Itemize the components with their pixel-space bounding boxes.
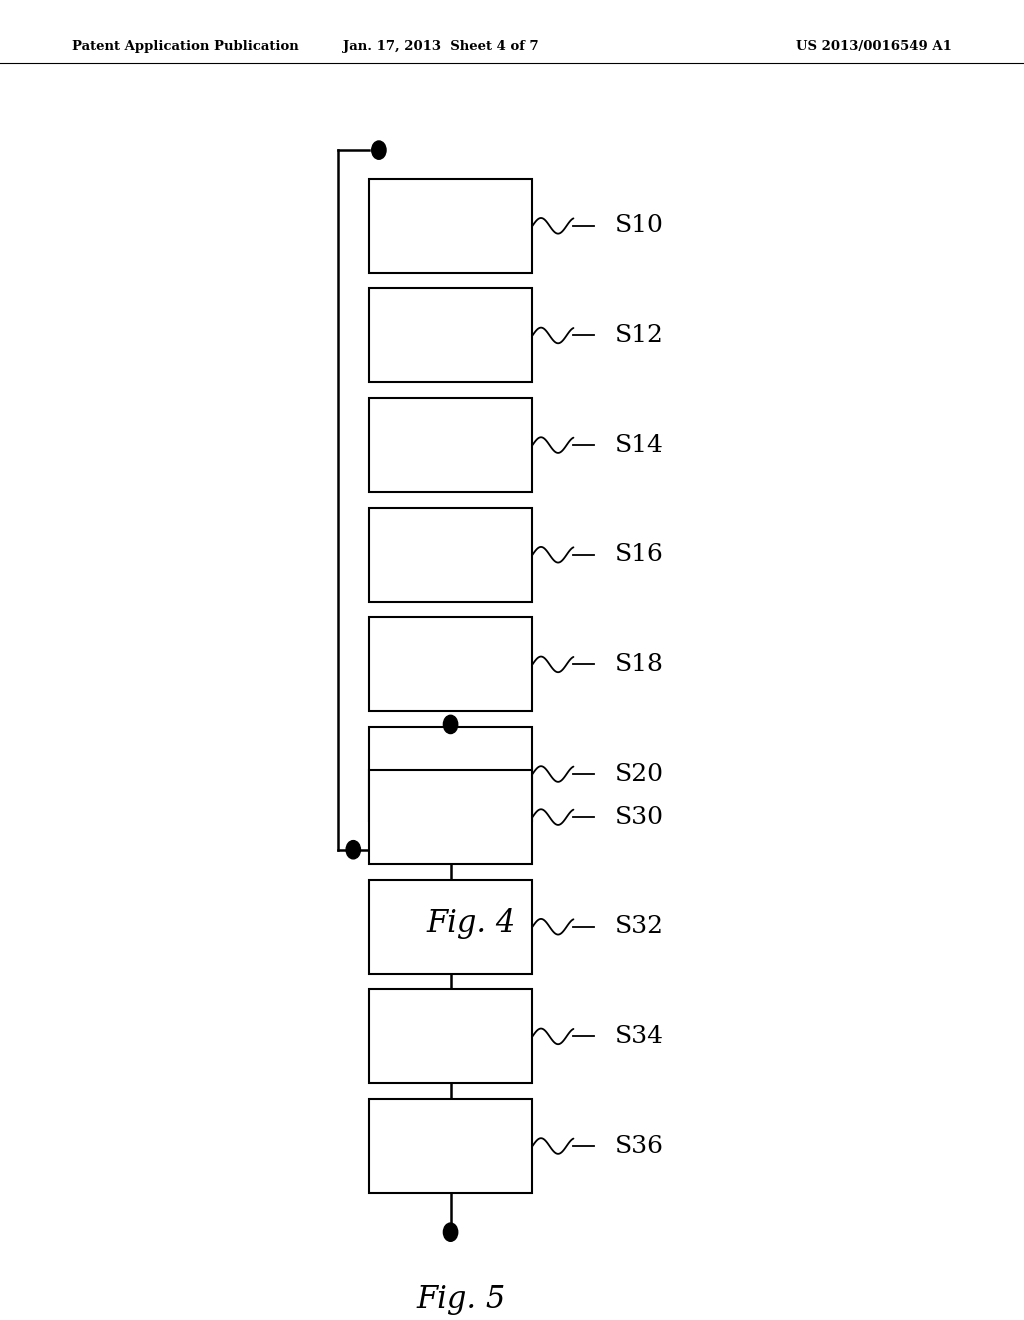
Text: S18: S18 xyxy=(614,653,664,676)
Bar xyxy=(369,990,532,1084)
Text: S30: S30 xyxy=(614,805,664,829)
Bar xyxy=(369,770,532,865)
Bar xyxy=(369,1100,532,1193)
Circle shape xyxy=(372,141,386,160)
Bar xyxy=(369,618,532,711)
Text: S14: S14 xyxy=(614,433,664,457)
Text: S12: S12 xyxy=(614,323,664,347)
Text: S10: S10 xyxy=(614,214,664,238)
Text: Patent Application Publication: Patent Application Publication xyxy=(72,41,298,54)
Text: S16: S16 xyxy=(614,544,664,566)
Text: S32: S32 xyxy=(614,915,664,939)
Text: US 2013/0016549 A1: US 2013/0016549 A1 xyxy=(797,41,952,54)
Circle shape xyxy=(346,841,360,859)
Bar xyxy=(369,508,532,602)
Text: S34: S34 xyxy=(614,1024,664,1048)
Bar xyxy=(369,399,532,492)
Bar xyxy=(369,879,532,974)
Text: Fig. 4: Fig. 4 xyxy=(426,908,516,940)
Text: Jan. 17, 2013  Sheet 4 of 7: Jan. 17, 2013 Sheet 4 of 7 xyxy=(342,41,539,54)
Circle shape xyxy=(443,715,458,734)
Text: Fig. 5: Fig. 5 xyxy=(416,1284,506,1315)
Bar xyxy=(369,289,532,383)
Bar xyxy=(369,178,532,273)
Circle shape xyxy=(443,1224,458,1241)
Text: S20: S20 xyxy=(614,763,664,785)
Text: S36: S36 xyxy=(614,1134,664,1158)
Bar xyxy=(369,727,532,821)
